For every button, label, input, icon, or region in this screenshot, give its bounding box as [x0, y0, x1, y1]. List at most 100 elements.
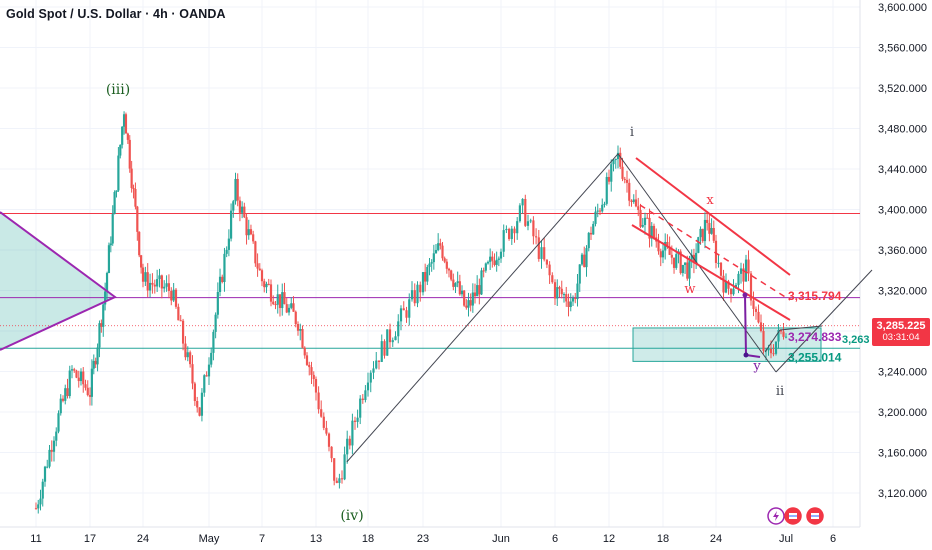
candle-body: [752, 300, 755, 309]
candle-body: [697, 237, 700, 253]
candle-body: [587, 232, 590, 249]
candle-body: [144, 272, 147, 282]
candle-body: [553, 282, 557, 299]
candle-body: [252, 234, 255, 242]
candle-body: [664, 241, 667, 251]
candle-body: [153, 284, 156, 287]
time-tick-label: 6: [830, 533, 836, 545]
candle-body: [100, 323, 103, 327]
candle-body: [290, 303, 293, 308]
candle-body: [569, 301, 572, 308]
current-price-value: 3,285.225: [876, 320, 926, 332]
candle-body: [769, 348, 773, 354]
time-tick-label: Jul: [779, 533, 793, 545]
candle-body: [543, 247, 546, 260]
horizontal-levels: [0, 213, 860, 349]
candle-body: [416, 284, 419, 304]
candle-body: [439, 243, 442, 246]
candle-body: [727, 281, 730, 289]
level-label: 3,315.794: [788, 289, 842, 303]
candle-body: [225, 249, 228, 254]
candle-body: [366, 382, 370, 391]
candle-body: [495, 259, 498, 265]
level-label: 3,274.833: [788, 330, 842, 344]
price-tick-label: 3,480.000: [878, 124, 927, 136]
candle-body: [467, 300, 470, 308]
candle-body: [274, 304, 277, 306]
candle-body: [353, 420, 357, 422]
candle-body: [140, 255, 143, 268]
candle-body: [77, 377, 80, 382]
candle-body: [227, 238, 230, 250]
candle-body: [445, 261, 448, 269]
candle-body: [343, 454, 346, 480]
candle-body: [124, 114, 128, 134]
candle-body: [247, 229, 250, 236]
candle-body: [529, 220, 532, 222]
candle-body: [43, 466, 47, 482]
candle-body: [535, 236, 538, 238]
candle-body: [476, 285, 479, 297]
candle-body: [50, 449, 53, 452]
wave-label: ii: [776, 384, 784, 399]
candle-body: [236, 178, 239, 201]
candle-body: [196, 400, 199, 408]
candle-body: [325, 427, 328, 434]
candle-body: [146, 272, 149, 291]
candle-body: [39, 498, 42, 505]
candle-body: [234, 178, 237, 202]
candle-body: [675, 254, 678, 268]
candle-body: [478, 285, 481, 295]
candle-body: [714, 240, 718, 263]
flag-icon: [784, 507, 802, 525]
candle-body: [322, 416, 325, 428]
candle-body: [122, 114, 126, 127]
candlesticks: [34, 111, 788, 514]
candle-body: [364, 390, 367, 401]
candle-body: [170, 290, 173, 301]
candle-body: [419, 284, 422, 293]
candle-body: [314, 379, 318, 393]
candle-body: [458, 281, 461, 295]
channel-upper-line: [635, 157, 791, 276]
candle-body: [703, 219, 707, 242]
triangle-pattern: [0, 211, 117, 351]
candle-body: [639, 210, 642, 227]
target-zone-rect: [632, 327, 822, 362]
candle-body: [52, 440, 56, 452]
bar-countdown: 03:31:04: [882, 332, 920, 343]
candle-body: [695, 252, 698, 264]
candle-body: [428, 263, 431, 267]
candle-body: [105, 272, 109, 292]
candle-body: [57, 413, 60, 432]
candle-body: [265, 283, 268, 288]
candle-body: [98, 323, 101, 348]
candle-body: [136, 206, 139, 232]
candle-body: [556, 287, 559, 299]
price-tick-label: 3,440.000: [878, 164, 927, 176]
candle-body: [630, 200, 633, 202]
candle-body: [212, 331, 215, 353]
candle-body: [254, 241, 257, 264]
candle-body: [681, 264, 684, 274]
candle-body: [567, 301, 570, 308]
candle-body: [508, 228, 511, 239]
candle-body: [598, 210, 602, 212]
candle-body: [744, 259, 748, 282]
candle-body: [241, 206, 244, 213]
candle-body: [749, 273, 753, 301]
candle-body: [454, 283, 457, 287]
candle-body: [369, 372, 372, 383]
candle-body: [82, 371, 85, 385]
candle-body: [109, 243, 112, 246]
candle-body: [632, 199, 635, 202]
candle-body: [641, 225, 644, 227]
candle-body: [719, 262, 723, 276]
candle-body: [739, 268, 743, 274]
candle-body: [256, 263, 259, 269]
time-tick-label: 17: [84, 533, 96, 545]
candle-body: [107, 245, 111, 273]
